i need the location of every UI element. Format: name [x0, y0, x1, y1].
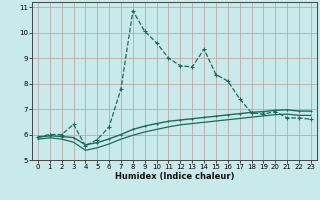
- X-axis label: Humidex (Indice chaleur): Humidex (Indice chaleur): [115, 172, 234, 181]
